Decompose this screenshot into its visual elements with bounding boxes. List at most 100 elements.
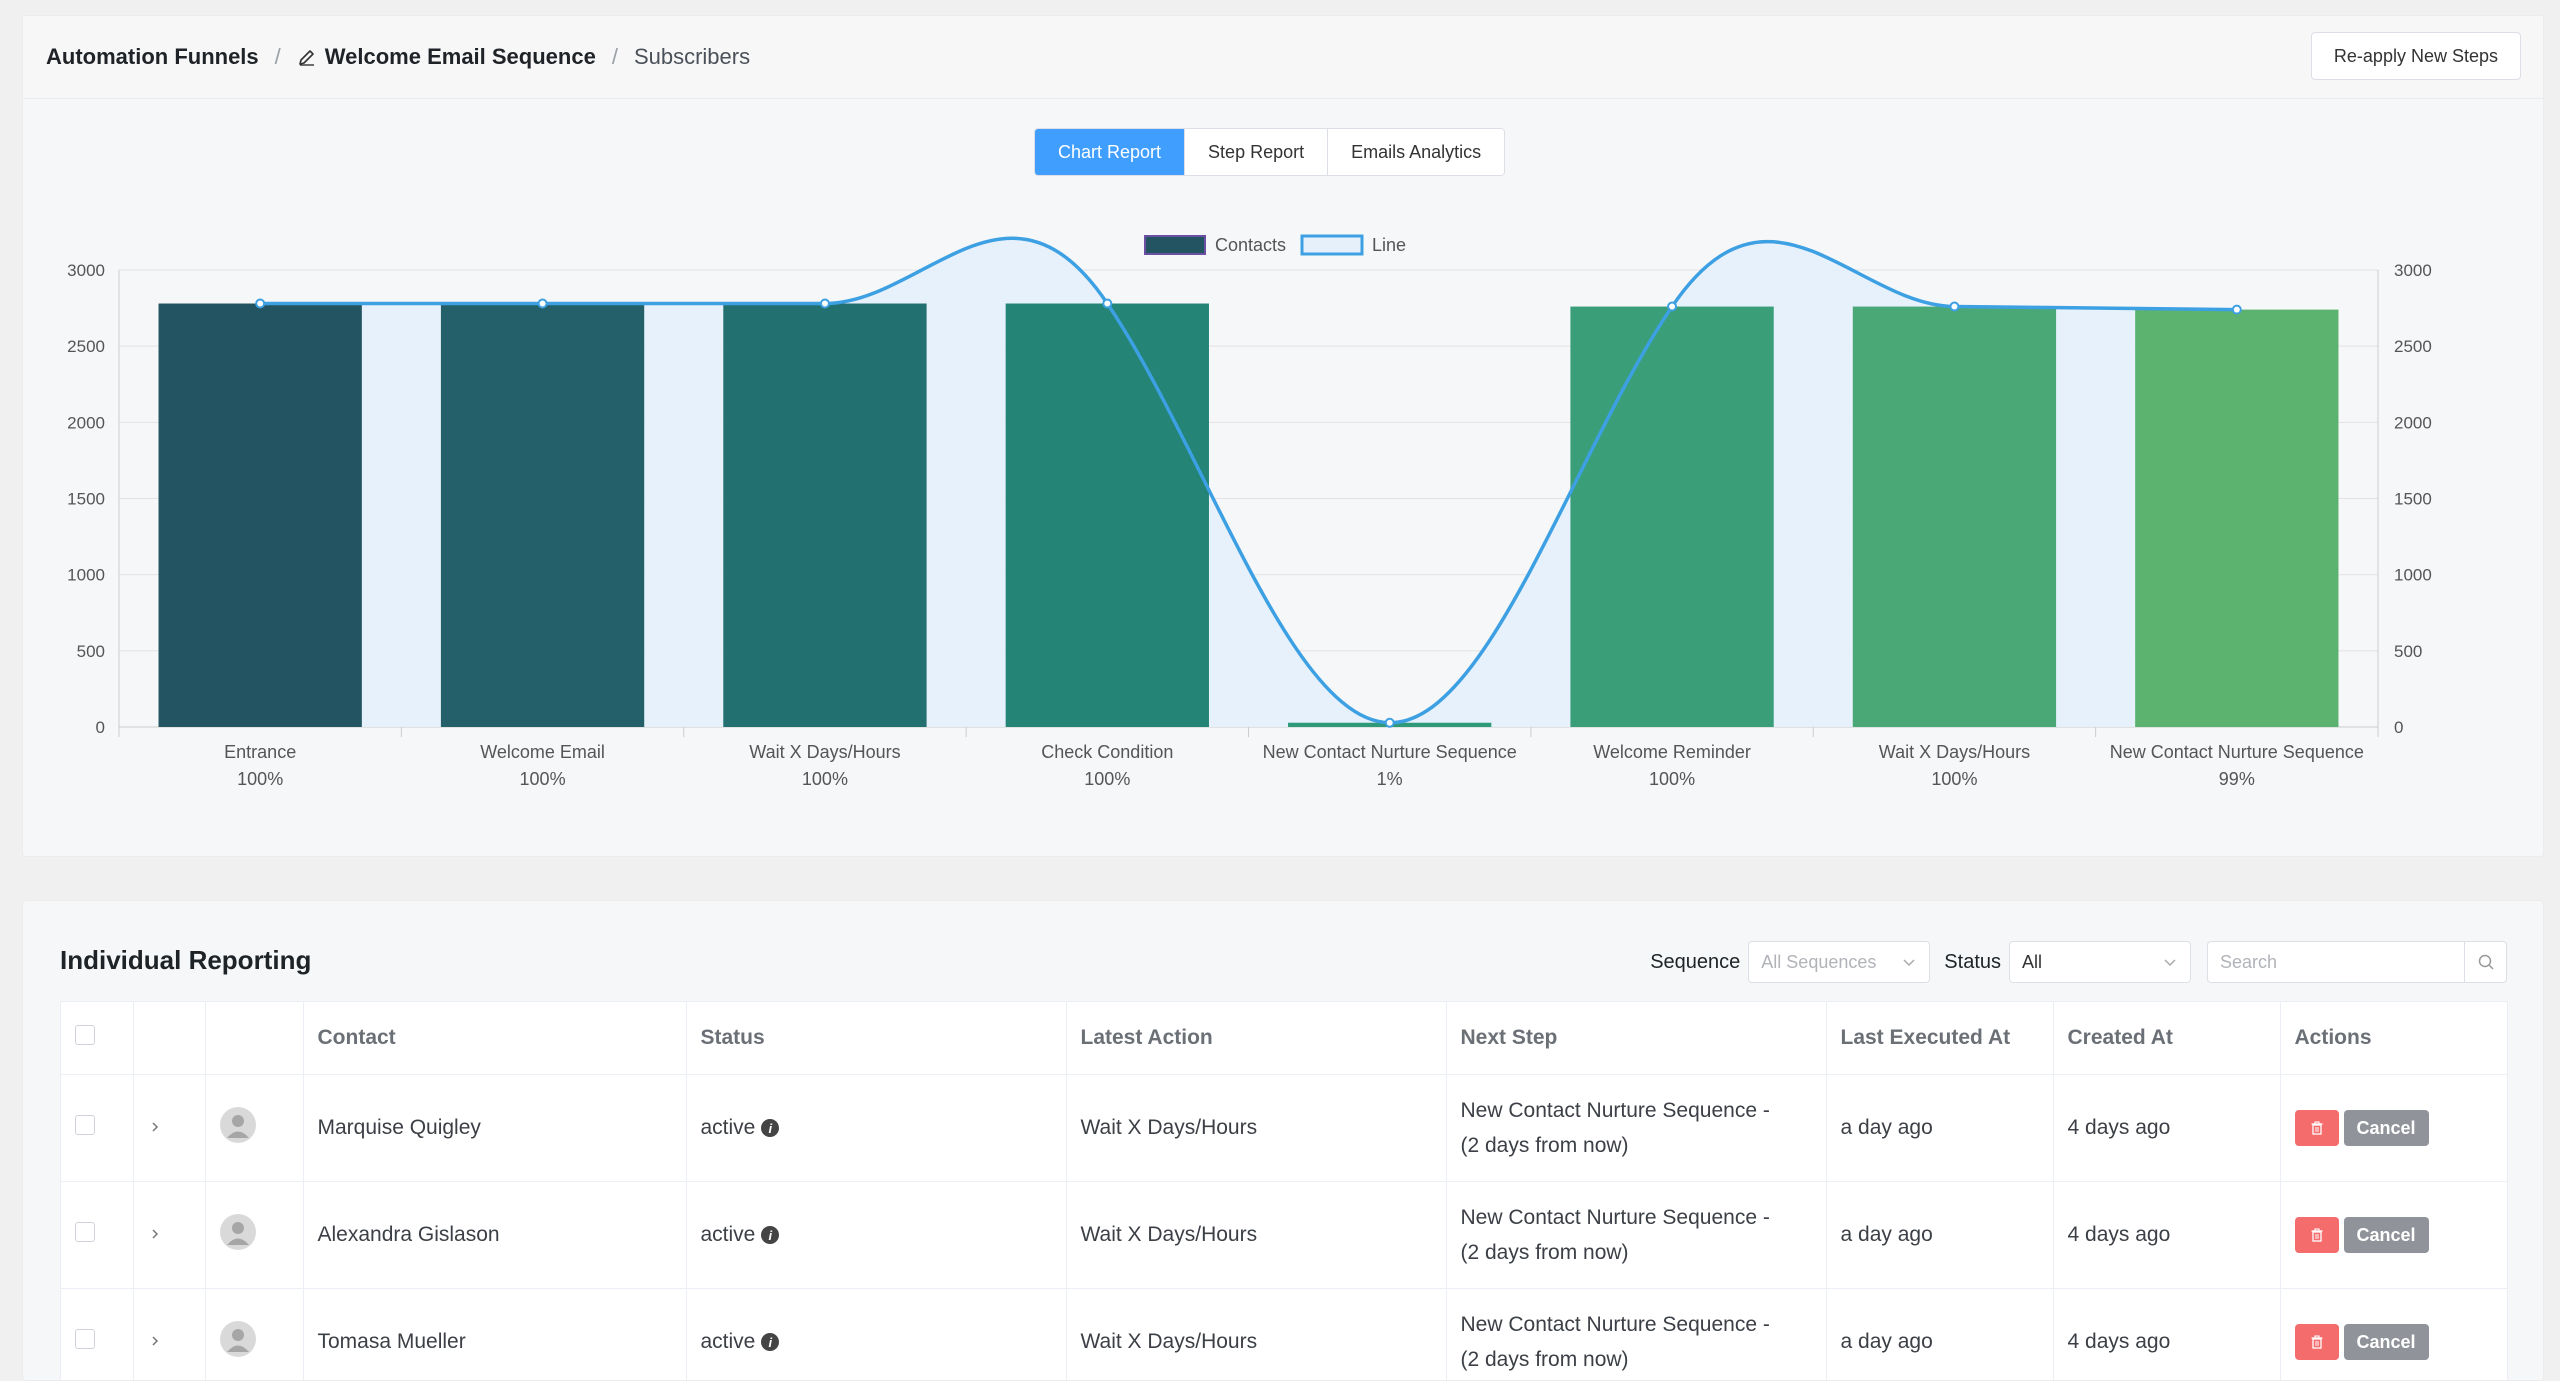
created-at: 4 days ago: [2053, 1075, 2280, 1182]
chart-bar: [159, 304, 362, 727]
chevron-right-icon[interactable]: [148, 1120, 162, 1134]
status-label: Status: [1944, 951, 2001, 974]
row-checkbox[interactable]: [75, 1115, 95, 1135]
created-at: 4 days ago: [2053, 1182, 2280, 1289]
y-tick-label-right: 1000: [2394, 566, 2432, 585]
avatar: [220, 1214, 256, 1250]
avatar: [220, 1321, 256, 1357]
row-avatar-cell: [205, 1289, 303, 1381]
info-icon[interactable]: i: [761, 1333, 779, 1351]
next-step-cell: New Contact Nurture Sequence - (2 days fr…: [1446, 1075, 1826, 1182]
info-icon[interactable]: i: [761, 1226, 779, 1244]
x-tick-label: Entrance: [224, 742, 296, 762]
y-tick-label-left: 2000: [67, 413, 105, 432]
y-tick-label-right: 0: [2394, 718, 2403, 737]
actions-cell: Cancel: [2280, 1289, 2507, 1381]
row-expand-cell: [133, 1075, 205, 1182]
search-icon: [2477, 953, 2495, 971]
column-header-next-step: Next Step: [1446, 1002, 1826, 1075]
column-header-status: Status: [686, 1002, 1066, 1075]
trash-icon: [2309, 1227, 2325, 1243]
next-step-name: New Contact Nurture Sequence -: [1461, 1099, 1770, 1122]
row-checkbox[interactable]: [75, 1222, 95, 1242]
line-point: [1668, 303, 1676, 311]
chart-bar: [2135, 310, 2338, 727]
y-tick-label-right: 1500: [2394, 490, 2432, 509]
y-tick-label-right: 500: [2394, 642, 2422, 661]
column-header-last-executed-at: Last Executed At: [1826, 1002, 2053, 1075]
line-point: [2233, 306, 2241, 314]
row-checkbox[interactable]: [75, 1329, 95, 1349]
contact-name[interactable]: Tomasa Mueller: [303, 1289, 686, 1381]
sequence-select[interactable]: All Sequences: [1748, 941, 1930, 983]
last-executed-at: a day ago: [1826, 1182, 2053, 1289]
chart-report-card: Automation Funnels / Welcome Email Seque…: [22, 15, 2544, 857]
next-step-time: (2 days from now): [1461, 1134, 1629, 1157]
avatar-header: [205, 1002, 303, 1075]
chart-bar: [1006, 304, 1209, 727]
row-expand-cell: [133, 1182, 205, 1289]
chevron-right-icon[interactable]: [148, 1227, 162, 1241]
next-step-name: New Contact Nurture Sequence -: [1461, 1313, 1770, 1336]
y-tick-label-left: 3000: [67, 261, 105, 280]
latest-action: Wait X Days/Hours: [1066, 1075, 1446, 1182]
expand-header: [133, 1002, 205, 1075]
actions-cell: Cancel: [2280, 1075, 2507, 1182]
individual-reporting-card: Individual Reporting Sequence All Sequen…: [22, 900, 2544, 1381]
info-icon[interactable]: i: [761, 1119, 779, 1137]
x-percent-label: 100%: [1649, 769, 1695, 789]
latest-action: Wait X Days/Hours: [1066, 1182, 1446, 1289]
x-percent-label: 100%: [520, 769, 566, 789]
trash-icon: [2309, 1334, 2325, 1350]
sequence-label: Sequence: [1650, 951, 1740, 974]
chart-bar: [723, 304, 926, 727]
y-tick-label-left: 1500: [67, 490, 105, 509]
row-select-cell: [61, 1075, 133, 1182]
chart-bar: [1570, 307, 1773, 727]
x-tick-label: Check Condition: [1041, 742, 1173, 762]
latest-action: Wait X Days/Hours: [1066, 1289, 1446, 1381]
cancel-button[interactable]: Cancel: [2344, 1324, 2429, 1360]
user-avatar-icon: [220, 1107, 256, 1143]
status-text: active: [701, 1330, 756, 1353]
status-select[interactable]: All: [2009, 941, 2191, 983]
legend-swatch-line: [1302, 236, 1362, 254]
x-tick-label: New Contact Nurture Sequence: [2110, 742, 2364, 762]
search-button[interactable]: [2464, 942, 2506, 982]
status-select-value: All: [2022, 952, 2042, 973]
y-tick-label-left: 500: [77, 642, 105, 661]
line-point: [1103, 300, 1111, 308]
search-input[interactable]: [2208, 943, 2464, 981]
contact-name[interactable]: Marquise Quigley: [303, 1075, 686, 1182]
cancel-button[interactable]: Cancel: [2344, 1110, 2429, 1146]
delete-button[interactable]: [2295, 1217, 2339, 1253]
row-avatar-cell: [205, 1075, 303, 1182]
status-text: active: [701, 1223, 756, 1246]
y-tick-label-left: 1000: [67, 566, 105, 585]
contact-name[interactable]: Alexandra Gislason: [303, 1182, 686, 1289]
chart-bar: [1853, 307, 2056, 727]
row-expand-cell: [133, 1289, 205, 1381]
x-tick-label: New Contact Nurture Sequence: [1263, 742, 1517, 762]
chevron-right-icon[interactable]: [148, 1334, 162, 1348]
last-executed-at: a day ago: [1826, 1075, 2053, 1182]
row-select-cell: [61, 1289, 133, 1381]
x-percent-label: 100%: [802, 769, 848, 789]
x-tick-label: Welcome Email: [480, 742, 605, 762]
x-percent-label: 99%: [2219, 769, 2255, 789]
actions-cell: Cancel: [2280, 1182, 2507, 1289]
x-percent-label: 100%: [1931, 769, 1977, 789]
delete-button[interactable]: [2295, 1324, 2339, 1360]
column-header-actions: Actions: [2280, 1002, 2507, 1075]
delete-button[interactable]: [2295, 1110, 2339, 1146]
table-header-row: Contact Status Latest Action Next Step L…: [61, 1002, 2507, 1075]
select-all-checkbox[interactable]: [75, 1025, 95, 1045]
trash-icon: [2309, 1120, 2325, 1136]
section-title: Individual Reporting: [60, 945, 311, 976]
select-all-cell: [61, 1002, 133, 1075]
cancel-button[interactable]: Cancel: [2344, 1217, 2429, 1253]
